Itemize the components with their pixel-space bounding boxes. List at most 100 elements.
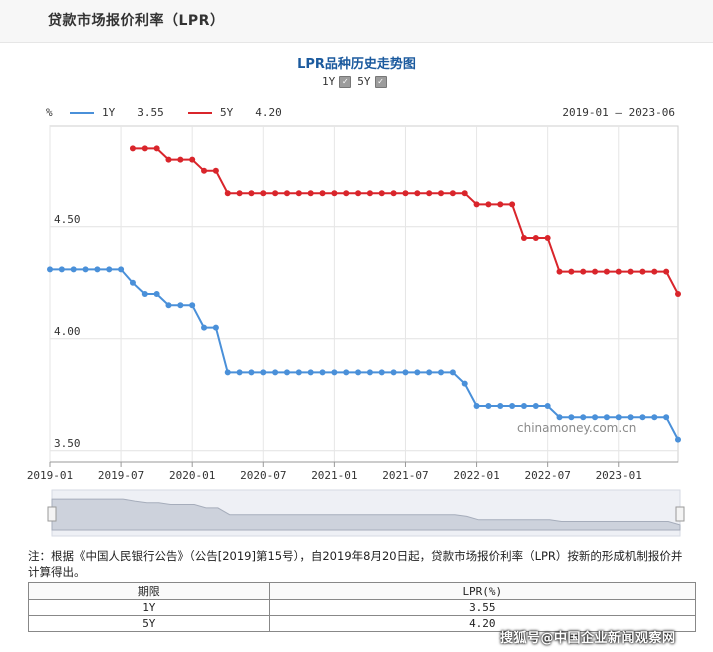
data-point-5y	[402, 190, 409, 197]
data-point-1y	[343, 369, 350, 376]
chart-title: LPR品种历史走势图	[297, 57, 416, 72]
table-header-rate: LPR(%)	[268, 582, 697, 600]
table-cell-rate: 3.55	[268, 599, 697, 616]
data-point-1y	[201, 324, 208, 331]
data-point-5y	[319, 190, 326, 197]
x-tick-label: 2022-07	[524, 469, 570, 482]
data-point-1y	[378, 369, 385, 376]
data-point-1y	[189, 302, 196, 309]
data-point-5y	[177, 156, 184, 163]
data-point-5y	[366, 190, 373, 197]
toggle-1y[interactable]: 1Y ✓	[322, 75, 352, 88]
data-point-1y	[129, 279, 136, 286]
toggle-5y-label: 5Y	[357, 75, 371, 88]
legend-item-1y[interactable]: 1Y 3.55	[70, 106, 164, 119]
data-point-5y	[568, 268, 575, 275]
data-point-5y	[189, 156, 196, 163]
data-point-1y	[118, 266, 125, 273]
data-point-5y	[615, 268, 622, 275]
data-point-5y	[141, 145, 148, 152]
toggle-1y-label: 1Y	[322, 75, 336, 88]
data-point-5y	[212, 167, 219, 174]
data-point-5y	[544, 235, 551, 241]
data-point-5y	[129, 145, 136, 152]
data-point-5y	[627, 268, 634, 275]
y-tick-label: 4.50	[54, 213, 81, 226]
range-navigator[interactable]	[47, 489, 685, 537]
data-point-5y	[639, 268, 646, 275]
data-point-5y	[675, 291, 681, 297]
data-point-1y	[568, 414, 575, 421]
data-point-1y	[639, 414, 646, 421]
data-point-1y	[651, 414, 658, 421]
data-point-5y	[473, 201, 480, 208]
table-row: 1Y 3.55	[28, 599, 697, 616]
data-point-1y	[70, 266, 77, 273]
x-tick-label: 2021-07	[382, 469, 428, 482]
data-point-5y	[592, 268, 599, 275]
y-tick-label: 4.00	[54, 325, 81, 338]
legend-swatch-1y	[70, 111, 94, 114]
legend-value-1y: 3.55	[137, 106, 164, 119]
data-point-5y	[390, 190, 397, 197]
data-point-1y	[509, 403, 516, 409]
data-point-5y	[153, 145, 160, 152]
legend-item-5y[interactable]: 5Y 4.20	[188, 106, 282, 119]
navigator-left-handle[interactable]	[47, 506, 57, 522]
x-tick-label: 2021-01	[311, 469, 357, 482]
table-header-term: 期限	[28, 582, 270, 600]
data-point-1y	[236, 369, 243, 376]
data-point-1y	[177, 302, 184, 309]
x-tick-label: 2022-01	[453, 469, 499, 482]
data-point-1y	[331, 369, 338, 376]
checkbox-5y[interactable]: ✓	[374, 75, 387, 88]
data-point-5y	[485, 201, 492, 208]
data-point-1y	[438, 369, 445, 376]
legend-swatch-5y	[188, 111, 212, 114]
data-point-1y	[141, 291, 148, 297]
data-point-1y	[390, 369, 397, 376]
data-point-1y	[307, 369, 314, 376]
data-point-5y	[201, 167, 208, 174]
table-cell-rate: 4.20	[268, 615, 697, 632]
data-point-1y	[485, 403, 492, 409]
data-point-5y	[283, 190, 290, 197]
data-point-1y	[165, 302, 172, 309]
table-row: 5Y 4.20	[28, 615, 697, 632]
data-point-1y	[414, 369, 421, 376]
data-point-5y	[509, 201, 516, 208]
data-point-1y	[556, 414, 563, 421]
navigator-right-handle[interactable]	[675, 506, 685, 522]
data-point-5y	[532, 235, 539, 241]
data-point-1y	[260, 369, 267, 376]
footnote: 注：根据《中国人民银行公告》（公告[2019]第15号），自2019年8月20日…	[28, 549, 683, 579]
axis-layer: 3.50 4.00 4.50 2019-01 2019-07 2020-01 2020-07…	[27, 213, 678, 482]
toggle-5y[interactable]: 5Y ✓	[357, 75, 387, 88]
navigator-area	[51, 498, 681, 531]
table-cell-term: 5Y	[28, 615, 270, 632]
data-point-1y	[615, 414, 622, 421]
data-point-1y	[497, 403, 504, 409]
data-point-1y	[94, 266, 101, 273]
series-layer	[47, 145, 681, 443]
data-point-1y	[295, 369, 302, 376]
data-point-5y	[603, 268, 610, 275]
data-point-5y	[556, 268, 563, 275]
data-point-5y	[343, 190, 350, 197]
checkbox-1y[interactable]: ✓	[339, 75, 352, 88]
data-point-1y	[675, 436, 681, 443]
data-point-1y	[520, 403, 527, 409]
data-point-1y	[473, 403, 480, 409]
data-point-5y	[272, 190, 279, 197]
data-point-5y	[295, 190, 302, 197]
data-point-5y	[260, 190, 267, 197]
data-point-5y	[580, 268, 587, 275]
data-point-5y	[449, 190, 456, 197]
lpr-table: 期限 LPR(%) 1Y 3.55 5Y 4.20	[28, 582, 697, 632]
data-point-5y	[414, 190, 421, 197]
data-point-1y	[248, 369, 255, 376]
data-point-5y	[520, 235, 527, 241]
data-point-1y	[461, 380, 468, 387]
data-point-1y	[580, 414, 587, 421]
data-point-5y	[663, 268, 670, 275]
